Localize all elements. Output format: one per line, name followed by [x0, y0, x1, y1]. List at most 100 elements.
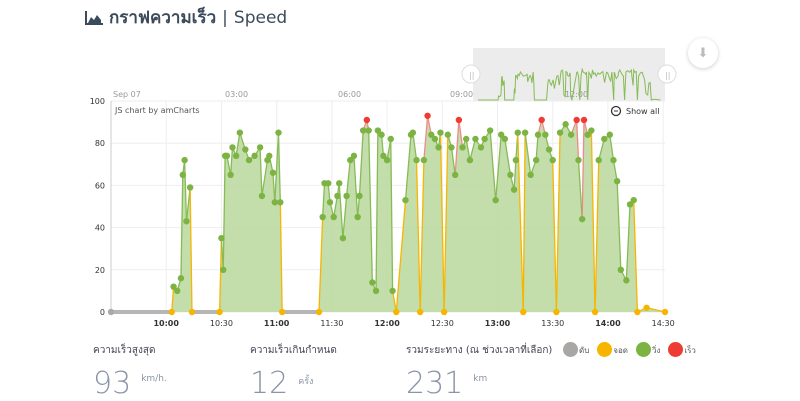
speed-segment	[395, 200, 407, 313]
speed-point	[431, 135, 439, 143]
speed-segment	[235, 132, 241, 156]
title-english: Speed	[233, 7, 288, 28]
grip-icon: ||	[665, 71, 670, 80]
speed-segment	[423, 115, 429, 161]
speed-point	[549, 156, 556, 164]
speed-point	[365, 127, 372, 134]
speed-point	[440, 308, 448, 316]
speed-point	[383, 156, 391, 164]
stat-unit: km	[473, 374, 488, 384]
speed-point	[393, 308, 400, 316]
speed-segment	[180, 174, 184, 279]
navigator-right-handle[interactable]	[657, 64, 677, 84]
speed-segment	[189, 187, 193, 313]
speed-point	[266, 152, 273, 160]
speed-segment	[504, 138, 512, 175]
speed-segment	[598, 138, 605, 161]
speed-point	[514, 129, 521, 136]
speed-point	[610, 156, 617, 164]
speed-point	[601, 135, 608, 143]
speed-point	[242, 146, 249, 153]
zoom-out-icon	[610, 105, 622, 117]
speed-point	[223, 152, 231, 160]
speed-point	[420, 156, 428, 164]
x-tick-label: 12:30	[431, 319, 454, 328]
speed-point	[347, 156, 354, 164]
speed-point	[630, 196, 637, 204]
speed-segment	[274, 132, 280, 203]
speed-segment	[522, 132, 526, 313]
legend-item-speeding[interactable]: เร็ว	[668, 342, 696, 357]
download-button[interactable]: ⬇	[688, 38, 718, 68]
speed-segment	[555, 132, 561, 313]
speed-point	[463, 135, 470, 143]
speed-segment	[450, 147, 456, 175]
x-tick-label: 11:00	[264, 319, 290, 328]
speed-segment	[380, 134, 385, 156]
stat-overspeed-count: ความเร็วเกินกำหนด 12 ครั้ง	[250, 343, 337, 401]
speed-point	[486, 127, 494, 134]
speed-point	[359, 127, 367, 134]
navigator-left-handle[interactable]	[461, 64, 481, 84]
stat-label: ความเร็วสูงสุด	[93, 345, 156, 356]
speed-point	[534, 131, 542, 138]
speed-segment	[375, 130, 379, 291]
speed-segment	[495, 134, 502, 201]
speed-area	[111, 115, 665, 312]
speed-point	[278, 308, 286, 316]
speed-segment	[465, 138, 471, 161]
speed-segment	[513, 160, 517, 190]
speed-point	[369, 279, 376, 286]
speed-segment	[183, 160, 188, 222]
x-tick-label: 14:00	[595, 319, 621, 328]
speed-segment	[443, 134, 449, 313]
speed-segment	[368, 130, 374, 283]
speed-segment	[171, 286, 175, 313]
stat-label: รวมระยะทาง (ณ ช่วงเวลาที่เลือก)	[406, 345, 553, 356]
speed-segment	[576, 119, 580, 161]
speed-point	[556, 129, 564, 136]
stat-value: 12	[250, 366, 289, 401]
speed-point	[617, 266, 625, 273]
speed-point	[573, 116, 580, 124]
speed-segment	[616, 181, 622, 270]
navigator-label: 06:00	[338, 90, 361, 99]
speed-point	[413, 156, 420, 164]
speed-point	[553, 308, 560, 316]
speed-point	[232, 152, 240, 160]
speed-point	[372, 287, 380, 295]
page-title: กราฟความเร็ว | Speed	[85, 4, 287, 31]
speed-point	[326, 199, 334, 206]
speed-segment	[342, 195, 348, 239]
speed-point	[578, 215, 586, 223]
speed-segment	[322, 183, 326, 218]
speed-point	[623, 277, 630, 284]
speed-segment	[404, 134, 412, 201]
legend-item-parked[interactable]: จอด	[597, 342, 628, 357]
speed-point	[319, 213, 326, 221]
area-chart-icon	[85, 10, 103, 25]
speed-point	[402, 196, 409, 204]
speed-point	[245, 156, 253, 164]
speed-segment	[517, 132, 524, 313]
title-separator: |	[222, 7, 228, 28]
speed-chart[interactable]: Sep 07 03:00 06:00 09:00 12:00 || || 0 20 40 60 80 1…	[0, 0, 800, 340]
speed-point	[510, 186, 518, 193]
speed-point	[183, 218, 190, 225]
speed-point	[168, 308, 175, 316]
speed-segment	[439, 132, 445, 313]
legend-dot	[597, 342, 613, 357]
speed-point	[107, 308, 115, 316]
legend-item-moving[interactable]: วิ่ง	[635, 342, 660, 357]
x-tick-label: 10:30	[210, 319, 233, 328]
stat-unit: km/h.	[141, 374, 167, 384]
speed-point	[562, 121, 569, 128]
speed-point	[378, 131, 385, 138]
speed-point	[251, 152, 258, 160]
speed-point	[451, 171, 459, 179]
legend-item-off[interactable]: ดับ	[563, 342, 589, 357]
speed-point	[188, 308, 196, 316]
stat-value: 93	[93, 366, 132, 401]
y-tick-label: 40	[95, 224, 105, 233]
speed-point	[181, 156, 188, 164]
